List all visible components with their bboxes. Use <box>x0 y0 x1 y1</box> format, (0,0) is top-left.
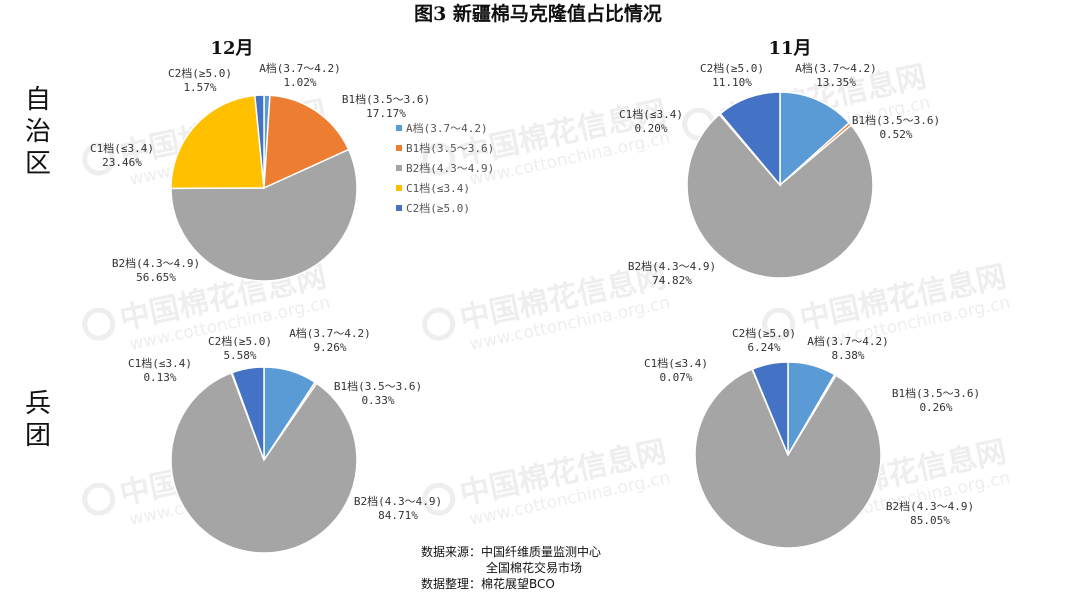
watermark-logo-icon <box>422 482 456 516</box>
data-label-value: 8.38% <box>831 349 864 362</box>
data-label-category: C1档(≤3.4) <box>644 356 708 370</box>
watermark-logo-icon <box>422 307 456 341</box>
row-label-text: 自治区 <box>25 85 51 179</box>
legend-label: B2档(4.3～4.9) <box>406 161 494 175</box>
data-label-category: B2档(4.3～4.9) <box>886 499 974 513</box>
data-label-value: 0.07% <box>659 371 692 384</box>
data-label-value: 56.65% <box>136 271 176 284</box>
legend-label: C2档(≥5.0) <box>406 201 470 215</box>
row-label-text: 兵团 <box>25 389 51 451</box>
pie-slice-c2 <box>254 94 265 189</box>
data-label-category: B1档(3.5～3.6) <box>342 92 430 106</box>
data-label-category: A档(3.7～4.2) <box>807 334 889 348</box>
data-label-category: B2档(4.3～4.9) <box>354 494 442 508</box>
pie-chart-corps-12: A档(3.7～4.2)9.26% B1档(3.5～3.6)0.33% B2档(4.3… <box>128 326 442 554</box>
data-label-category: C2档(≥5.0) <box>208 334 272 348</box>
data-label-value: 17.17% <box>366 107 406 120</box>
watermark-logo-icon <box>82 142 116 176</box>
data-label-value: 9.26% <box>313 341 346 354</box>
row-label-corps: 兵团 <box>25 389 51 451</box>
pie-slice-c2 <box>719 91 781 188</box>
legend-swatch-c2 <box>396 205 402 211</box>
watermark-logo-icon <box>82 307 116 341</box>
data-label-value: 0.52% <box>879 128 912 141</box>
pie-slice-b2 <box>686 113 874 279</box>
row-label-region: 自治区 <box>25 85 51 179</box>
data-label-value: 84.71% <box>378 509 418 522</box>
pie-slice-c2 <box>231 366 265 461</box>
data-label-value: 1.02% <box>283 76 316 89</box>
watermark-logo-icon <box>82 482 116 516</box>
period-header-11: 11月 <box>768 38 811 59</box>
data-label-category: A档(3.7～4.2) <box>259 61 341 75</box>
legend-swatch-c1 <box>396 185 402 191</box>
legend-label: A档(3.7～4.2) <box>406 121 488 135</box>
data-label-value: 11.10% <box>712 76 752 89</box>
watermark-logo-icon <box>762 307 796 341</box>
pie-slice-c1 <box>170 94 265 190</box>
data-label-value: 1.57% <box>183 81 216 94</box>
watermark-logo-icon <box>422 142 456 176</box>
data-label-value: 23.46% <box>102 156 142 169</box>
data-label-value: 0.33% <box>361 394 394 407</box>
legend-swatch-a <box>396 125 402 131</box>
data-label-value: 0.26% <box>919 401 952 414</box>
data-label-value: 13.35% <box>816 76 856 89</box>
data-label-category: A档(3.7～4.2) <box>289 326 371 340</box>
pie-chart-region-11: A档(3.7～4.2)13.35% B1档(3.5～3.6)0.52% B2档(4.… <box>619 61 940 287</box>
source-line-1: 数据来源：中国纤维质量监测中心 <box>421 544 601 559</box>
pie-slice-b2 <box>694 368 882 549</box>
pie-chart-corps-11: A档(3.7～4.2)8.38% B1档(3.5～3.6)0.26% B2档(4.3… <box>644 326 980 549</box>
data-label-value: 85.05% <box>910 514 950 527</box>
pie-slice-b2 <box>170 371 358 554</box>
data-label-value: 6.24% <box>747 341 780 354</box>
pie-chart-region-12: A档(3.7～4.2)1.02% B1档(3.5～3.6)17.17% B2档(4.… <box>90 61 430 284</box>
legend-swatch-b1 <box>396 145 402 151</box>
legend-label: C1档(≤3.4) <box>406 181 470 195</box>
legend-swatch-b2 <box>396 165 402 171</box>
data-label-category: C2档(≥5.0) <box>168 66 232 80</box>
data-label-value: 74.82% <box>652 274 692 287</box>
pie-slice-b1 <box>263 94 350 190</box>
legend: A档(3.7～4.2) B1档(3.5～3.6) B2档(4.3～4.9) C1档(≤… <box>396 121 494 215</box>
data-label-category: C2档(≥5.0) <box>700 61 764 75</box>
figure-title: 图3 新疆棉马克隆值占比情况 <box>414 2 662 25</box>
data-label-category: C1档(≤3.4) <box>128 356 192 370</box>
data-label-category: B1档(3.5～3.6) <box>892 386 980 400</box>
data-label-category: A档(3.7～4.2) <box>795 61 877 75</box>
data-label-category: B2档(4.3～4.9) <box>628 259 716 273</box>
data-label-value: 0.13% <box>143 371 176 384</box>
data-label-category: B2档(4.3～4.9) <box>112 256 200 270</box>
source-line-3: 数据整理：棉花展望BCO <box>421 576 555 591</box>
pie-slice-a <box>779 91 851 187</box>
data-label-category: B1档(3.5～3.6) <box>334 379 422 393</box>
data-label-category: B1档(3.5～3.6) <box>852 113 940 127</box>
pie-slice-c2 <box>751 361 789 456</box>
source-line-2: 全国棉花交易市场 <box>486 560 582 575</box>
pie-slice-b2 <box>170 148 358 282</box>
data-label-value: 0.20% <box>634 122 667 135</box>
legend-label: B1档(3.5～3.6) <box>406 141 494 155</box>
data-label-category: C1档(≤3.4) <box>90 141 154 155</box>
period-header-12: 12月 <box>210 38 253 59</box>
data-label-category: C1档(≤3.4) <box>619 107 683 121</box>
data-label-category: C2档(≥5.0) <box>732 326 796 340</box>
data-label-value: 5.58% <box>223 349 256 362</box>
